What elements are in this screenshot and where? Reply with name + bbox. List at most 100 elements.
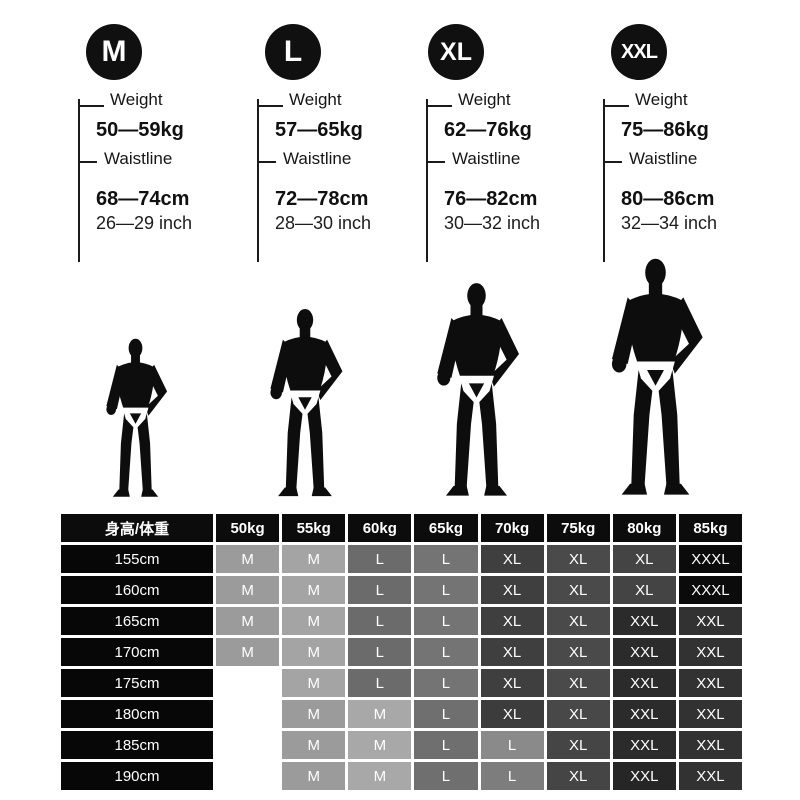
- table-cell: L: [348, 576, 412, 604]
- table-cell: L: [414, 700, 478, 728]
- table-cell: L: [414, 762, 478, 790]
- table-cell: XL: [612, 576, 676, 604]
- table-row-header: 180cm: [61, 700, 213, 728]
- table-cell: M: [348, 762, 412, 790]
- table-cell: L: [414, 607, 478, 635]
- table-cell: XL: [546, 545, 610, 573]
- table-cell: XL: [480, 700, 544, 728]
- table-cell: M: [282, 762, 346, 790]
- table-cell: L: [348, 638, 412, 666]
- waistline-cm-value: 80—86cm: [621, 188, 715, 210]
- weight-tick: [426, 105, 452, 107]
- waistline-inch-value: 30—32 inch: [444, 213, 541, 233]
- table-cell: XXL: [678, 638, 742, 666]
- table-cell: L: [414, 669, 478, 697]
- table-cell: XL: [546, 576, 610, 604]
- table-column-header: 75kg: [546, 514, 610, 542]
- table-cell: XXL: [678, 607, 742, 635]
- table-cell: XL: [546, 669, 610, 697]
- waistline-cm-value: 76—82cm: [444, 188, 538, 210]
- table-cell: XL: [546, 638, 610, 666]
- table-cell: XXXL: [678, 545, 742, 573]
- table-cell: XXL: [612, 638, 676, 666]
- table-cell: XL: [480, 545, 544, 573]
- size-badge-l: L: [265, 24, 321, 80]
- table-column-header: 85kg: [678, 514, 742, 542]
- table-cell: L: [480, 762, 544, 790]
- table-cell: M: [282, 545, 346, 573]
- table-cell: M: [282, 700, 346, 728]
- table-cell: XXL: [678, 700, 742, 728]
- table-row-header: 160cm: [61, 576, 213, 604]
- table-cell: XL: [546, 607, 610, 635]
- weight-tick: [78, 105, 104, 107]
- table-cell: XL: [612, 545, 676, 573]
- table-cell: XL: [480, 669, 544, 697]
- table-column-header: 50kg: [216, 514, 280, 542]
- table-cell: XXL: [678, 731, 742, 759]
- table-cell: M: [282, 731, 346, 759]
- table-cell: XL: [546, 762, 610, 790]
- table-cell: XXL: [612, 700, 676, 728]
- table-cell: XXL: [612, 731, 676, 759]
- size-badge-xl: XL: [428, 24, 484, 80]
- table-cell: L: [414, 545, 478, 573]
- table-column-header: 60kg: [348, 514, 412, 542]
- male-silhouette-l-icon: [270, 308, 343, 497]
- table-cell: XXL: [612, 762, 676, 790]
- waistline-tick: [78, 161, 97, 163]
- table-cell: L: [414, 731, 478, 759]
- weight-value: 57—65kg: [275, 119, 363, 141]
- weight-label: Weight: [635, 90, 688, 109]
- table-cell: XXXL: [678, 576, 742, 604]
- table-column-header: 55kg: [282, 514, 346, 542]
- table-cell: XL: [480, 607, 544, 635]
- table-cell: L: [414, 638, 478, 666]
- size-column-xxl: XXL Weight 75—86kg Waistline 80—86cm 32—…: [585, 0, 763, 510]
- table-row-header: 185cm: [61, 731, 213, 759]
- waistline-tick: [603, 161, 622, 163]
- table-cell: L: [348, 607, 412, 635]
- waistline-label: Waistline: [629, 149, 698, 168]
- weight-value: 62—76kg: [444, 119, 532, 141]
- table-row-header: 190cm: [61, 762, 213, 790]
- weight-value: 50—59kg: [96, 119, 184, 141]
- waistline-label: Waistline: [452, 149, 521, 168]
- table-cell: M: [216, 545, 280, 573]
- table-cell-empty: [216, 731, 279, 759]
- waistline-inch-value: 28—30 inch: [275, 213, 372, 233]
- bracket-line: [603, 99, 605, 262]
- table-cell: XXL: [612, 669, 676, 697]
- waistline-inch-value: 26—29 inch: [96, 213, 193, 233]
- weight-label: Weight: [110, 90, 163, 109]
- table-cell: M: [282, 669, 346, 697]
- bracket-line: [257, 99, 259, 262]
- size-table: 身高/体重 50kg 55kg 60kg 65kg 70kg 75kg 80kg 85kg 155…: [61, 514, 742, 790]
- table-row-header: 165cm: [61, 607, 213, 635]
- male-silhouette-m-icon: [106, 338, 168, 497]
- size-column-xl: XL Weight 62—76kg Waistline 76—82cm 30—3…: [408, 0, 586, 510]
- table-cell: XL: [546, 700, 610, 728]
- weight-label: Weight: [458, 90, 511, 109]
- table-cell: XL: [480, 638, 544, 666]
- bracket-line: [426, 99, 428, 262]
- table-cell: L: [348, 545, 412, 573]
- waistline-label: Waistline: [104, 149, 173, 168]
- weight-value: 75—86kg: [621, 119, 709, 141]
- table-cell: XXL: [678, 669, 742, 697]
- table-cell: XXL: [612, 607, 676, 635]
- table-corner-header: 身高/体重: [61, 514, 213, 542]
- weight-tick: [257, 105, 283, 107]
- waistline-tick: [257, 161, 276, 163]
- table-cell: M: [216, 607, 280, 635]
- table-row-header: 155cm: [61, 545, 213, 573]
- size-badge-label: XL: [440, 37, 472, 66]
- weight-tick: [603, 105, 629, 107]
- table-cell-empty: [216, 669, 279, 697]
- waistline-label: Waistline: [283, 149, 352, 168]
- weight-label: Weight: [289, 90, 342, 109]
- waistline-tick: [426, 161, 445, 163]
- table-cell: M: [348, 731, 412, 759]
- table-cell: L: [348, 669, 412, 697]
